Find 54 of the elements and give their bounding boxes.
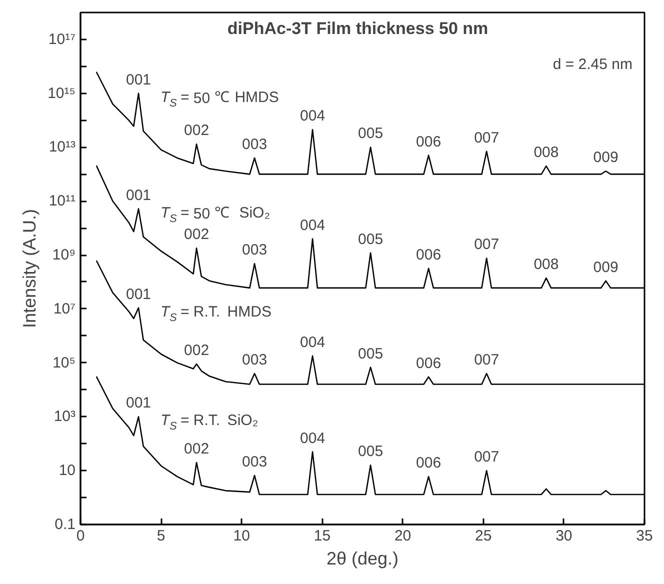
annotation: 003 <box>242 352 268 369</box>
annotation: 005 <box>358 125 384 142</box>
annotation: 008 <box>534 144 559 162</box>
y-tick-label: 10⁷ <box>53 300 76 318</box>
annotation: 003 <box>242 136 268 153</box>
y-tick-label: 10¹¹ <box>48 192 76 210</box>
annotation: 001 <box>126 71 152 88</box>
y-tick-label: 10 <box>58 462 76 480</box>
annotation: 002 <box>184 122 210 140</box>
x-tick-label: 35 <box>636 528 653 544</box>
x-tick-label: 10 <box>233 528 250 544</box>
annotation: 004 <box>300 216 326 234</box>
annotation: d = 2.45 nm <box>552 56 633 73</box>
annotation: 002 <box>184 440 210 458</box>
x-tick-label: 20 <box>394 528 412 544</box>
annotation: 001 <box>126 186 152 204</box>
annotation: 009 <box>593 258 618 276</box>
x-tick-label: 0 <box>76 528 85 544</box>
y-tick-label: 10³ <box>54 408 76 426</box>
annotation: 006 <box>416 133 442 150</box>
annotation: 006 <box>416 454 442 472</box>
chart-title: diPhAc-3T Film thickness 50 nm <box>227 19 488 38</box>
text: 0.1 <box>54 516 76 533</box>
annotation: 002 <box>184 342 210 360</box>
annotation: 006 <box>416 354 442 372</box>
annotation: 004 <box>300 108 326 125</box>
annotation: 005 <box>358 345 384 362</box>
x-tick-label: 25 <box>475 528 492 544</box>
annotation: 003 <box>242 242 268 259</box>
x-axis-title: 2θ (deg.) <box>326 548 399 568</box>
annotation: 004 <box>300 430 326 447</box>
x-tick-label: 15 <box>314 528 331 544</box>
x-tick-label: 30 <box>556 528 572 544</box>
y-tick-label: 10⁵ <box>52 354 76 372</box>
y-axis-title: Intensity (A.U.) <box>20 208 40 328</box>
annotation: 008 <box>534 256 559 274</box>
annotation: 005 <box>358 230 384 248</box>
y-tick-label: 10⁹ <box>52 246 76 264</box>
annotation: 001 <box>126 394 152 412</box>
annotation: 007 <box>474 236 500 254</box>
annotation: 002 <box>184 226 210 244</box>
y-tick-label: 10¹⁷ <box>48 30 76 48</box>
annotation: 001 <box>126 286 152 303</box>
annotation: 005 <box>358 443 384 460</box>
y-tick-label: 10¹⁵ <box>48 84 76 102</box>
annotation: 007 <box>474 352 500 369</box>
annotation: 003 <box>242 453 268 470</box>
annotation: 006 <box>416 246 442 264</box>
x-tick-label: 5 <box>156 528 166 544</box>
annotation: 004 <box>300 334 326 351</box>
annotation: 007 <box>474 129 500 146</box>
annotation: 007 <box>474 448 500 466</box>
y-tick-label: 10¹³ <box>48 138 76 156</box>
annotation: 009 <box>593 149 618 166</box>
